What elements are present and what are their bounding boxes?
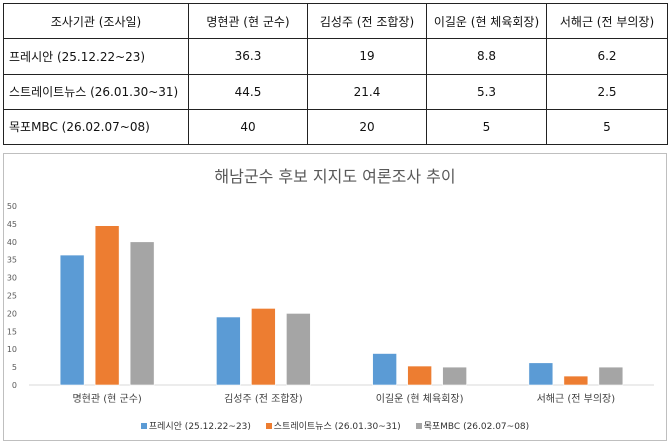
table-cell: 2.5 — [546, 73, 668, 110]
y-tick-label: 35 — [7, 256, 17, 265]
table-row: 스트레이트뉴스 (26.01.30~31) 44.5 21.4 5.3 2.5 — [3, 73, 668, 110]
table-cell: 40 — [188, 108, 308, 146]
table-header-cell: 이길운 (현 체육회장) — [426, 2, 547, 40]
bar — [598, 366, 624, 386]
y-tick-label: 15 — [7, 327, 17, 336]
x-category-label: 이길운 (현 체육회장) — [376, 392, 464, 405]
row-pollster: 프레시안 (25.12.22~23) — [3, 38, 189, 75]
chart-title: 해남군수 후보 지지도 여론조사 추이 — [214, 167, 456, 186]
legend-label: 목포MBC (26.02.07~08) — [423, 422, 530, 432]
table-row: 프레시안 (25.12.22~23) 36.3 19 8.8 6.2 — [3, 38, 668, 75]
legend-label: 스트레이트뉴스 (26.01.30~31) — [273, 422, 401, 432]
legend-swatch — [415, 422, 422, 429]
y-tick-label: 40 — [7, 238, 17, 247]
table-row: 목포MBC (26.02.07~08) 40 20 5 5 — [3, 108, 668, 146]
bar — [372, 353, 397, 386]
table-header-cell: 서해근 (전 부의장) — [546, 2, 668, 40]
table-cell: 20 — [307, 108, 427, 146]
y-tick-label: 10 — [7, 345, 17, 354]
table-cell: 44.5 — [188, 73, 308, 110]
legend-item: 스트레이트뉴스 (26.01.30~31) — [265, 419, 401, 432]
y-tick-label: 0 — [12, 381, 17, 390]
table-header-cell: 조사기관 (조사일) — [3, 2, 189, 40]
y-tick-label: 45 — [7, 220, 17, 229]
bar — [59, 254, 85, 386]
legend-item: 목포MBC (26.02.07~08) — [415, 419, 530, 432]
x-category-label: 김성주 (전 조합장) — [224, 393, 303, 405]
table-cell: 5 — [546, 108, 668, 146]
bar — [442, 366, 467, 386]
legend-label: 프레시안 (25.12.22~23) — [148, 422, 251, 432]
bar — [528, 362, 554, 386]
y-tick-label: 30 — [7, 274, 17, 283]
y-tick-label: 25 — [7, 292, 17, 301]
bar — [286, 313, 311, 386]
y-tick-label: 20 — [7, 309, 17, 318]
y-tick-label: 5 — [12, 363, 17, 372]
y-tick-label: 50 — [7, 202, 17, 211]
table-cell: 6.2 — [546, 38, 668, 75]
bar — [129, 241, 155, 386]
table-cell: 36.3 — [188, 38, 308, 75]
poll-results-table: 조사기관 (조사일) 명현관 (현 군수) 김성주 (전 조합장) 이길운 (현… — [3, 2, 668, 146]
table-cell: 8.8 — [426, 38, 547, 75]
legend-swatch — [140, 422, 147, 429]
table-header-row: 조사기관 (조사일) 명현관 (현 군수) 김성주 (전 조합장) 이길운 (현… — [3, 2, 668, 40]
bar — [407, 365, 432, 386]
x-category-label: 서해근 (전 부의장) — [537, 392, 616, 405]
legend-item: 프레시안 (25.12.22~23) — [140, 419, 251, 432]
bar — [216, 316, 241, 386]
x-category-label: 명현관 (현 군수) — [72, 393, 141, 405]
bar — [251, 308, 276, 386]
row-pollster: 스트레이트뉴스 (26.01.30~31) — [3, 73, 189, 110]
table-cell: 21.4 — [307, 73, 427, 110]
legend-swatch — [265, 422, 272, 429]
bar — [94, 225, 120, 386]
table-cell: 5.3 — [426, 73, 547, 110]
bar — [563, 375, 589, 386]
table-header-cell: 명현관 (현 군수) — [188, 2, 308, 40]
chart-legend: 프레시안 (25.12.22~23) 스트레이트뉴스 (26.01.30~31)… — [4, 419, 666, 432]
table-header-cell: 김성주 (전 조합장) — [307, 2, 427, 40]
bar-chart: 해남군수 후보 지지도 여론조사 추이 0 5 10 15 20 25 30 35 40 45 50… — [3, 153, 667, 441]
table-cell: 5 — [426, 108, 547, 146]
table-cell: 19 — [307, 38, 427, 75]
chart-plot-area: 0 5 10 15 20 25 30 35 40 45 50 명현관 (현 군수) 김성주 (전 조합장… — [7, 202, 654, 405]
row-pollster: 목포MBC (26.02.07~08) — [3, 108, 189, 146]
